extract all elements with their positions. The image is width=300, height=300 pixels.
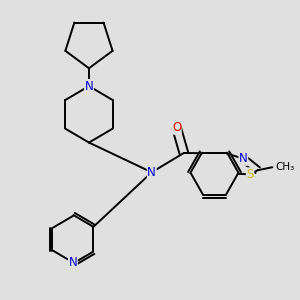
Text: O: O	[172, 121, 181, 134]
Text: N: N	[147, 166, 156, 179]
Text: N: N	[68, 256, 77, 269]
Text: N: N	[85, 80, 93, 93]
Text: CH₃: CH₃	[276, 162, 295, 172]
Text: S: S	[246, 168, 254, 181]
Text: N: N	[239, 152, 248, 165]
